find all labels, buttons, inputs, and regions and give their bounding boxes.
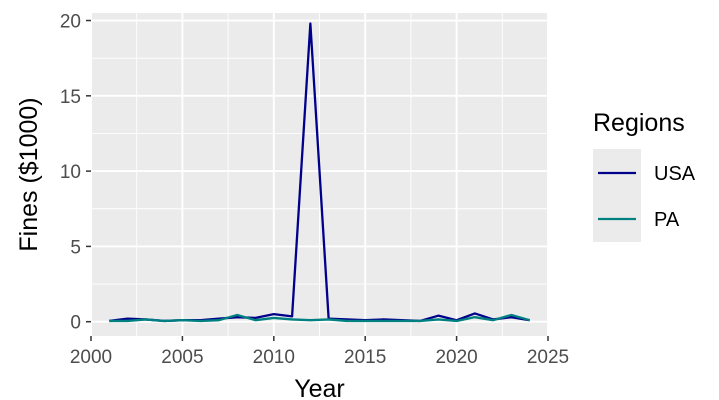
x-tick-label: 2010 <box>253 347 295 368</box>
series-lines <box>109 22 531 323</box>
x-tick-label: 2015 <box>344 347 386 368</box>
y-tick-label: 10 <box>60 162 81 183</box>
legend-title: Regions <box>593 109 685 137</box>
x-tick-label: 2020 <box>435 347 477 368</box>
y-tick-label: 5 <box>70 237 81 258</box>
y-axis: 0 5 10 15 20 <box>60 12 91 334</box>
legend-label-usa: USA <box>654 163 696 185</box>
legend: Regions USA PA <box>593 109 696 242</box>
gridlines <box>90 13 549 336</box>
x-tick-label: 2005 <box>161 347 203 368</box>
y-tick-label: 20 <box>60 12 81 33</box>
y-tick-label: 15 <box>60 87 81 108</box>
x-axis: 2000 2005 2010 2015 2020 2025 <box>70 336 569 368</box>
x-axis-title: Year <box>294 375 345 400</box>
x-tick-label: 2025 <box>527 347 569 368</box>
y-axis-title: Fines ($1000) <box>15 97 43 251</box>
legend-key-background <box>593 149 641 242</box>
series-line-pa <box>109 313 531 323</box>
x-tick-label: 2000 <box>70 347 112 368</box>
legend-label-pa: PA <box>654 209 680 231</box>
y-tick-label: 0 <box>70 313 81 334</box>
